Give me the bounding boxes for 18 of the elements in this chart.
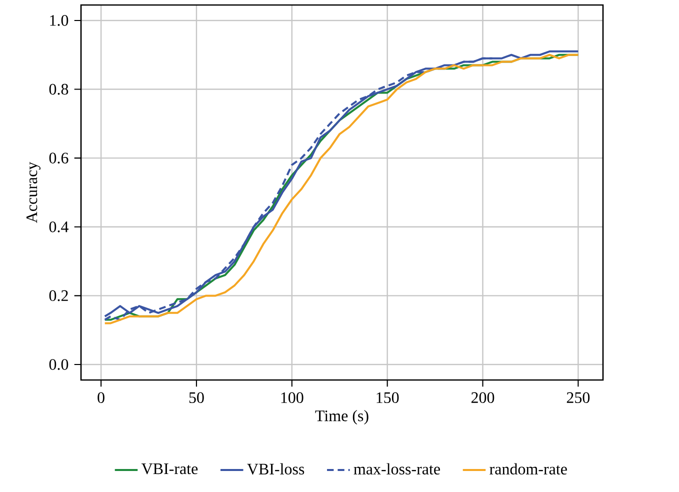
x-tick-label: 250 [566, 392, 590, 404]
y-tick-label: 0.2 [49, 290, 68, 302]
x-tick-label: 200 [471, 392, 494, 404]
legend-label: VBI-loss [247, 463, 304, 475]
y-tick-label: 0.8 [49, 84, 68, 95]
y-tick-label: 0.6 [49, 152, 68, 164]
legend-label: random-rate [490, 463, 567, 474]
y-tick-label: 0.4 [49, 221, 68, 232]
x-tick-label: 50 [189, 392, 204, 404]
y-tick-label: 1.0 [50, 15, 68, 26]
legend-label: VBI-rate [141, 464, 198, 474]
x-axis-title: Time (s) [315, 410, 368, 424]
x-tick-label: 0 [98, 392, 104, 404]
y-axis-title: Accuracy [26, 162, 40, 223]
x-tick-label: 150 [376, 392, 399, 404]
x-tick-label: 100 [281, 392, 304, 404]
y-tick-label: 0.0 [49, 359, 68, 370]
legend-label: max-loss-rate [354, 463, 440, 474]
